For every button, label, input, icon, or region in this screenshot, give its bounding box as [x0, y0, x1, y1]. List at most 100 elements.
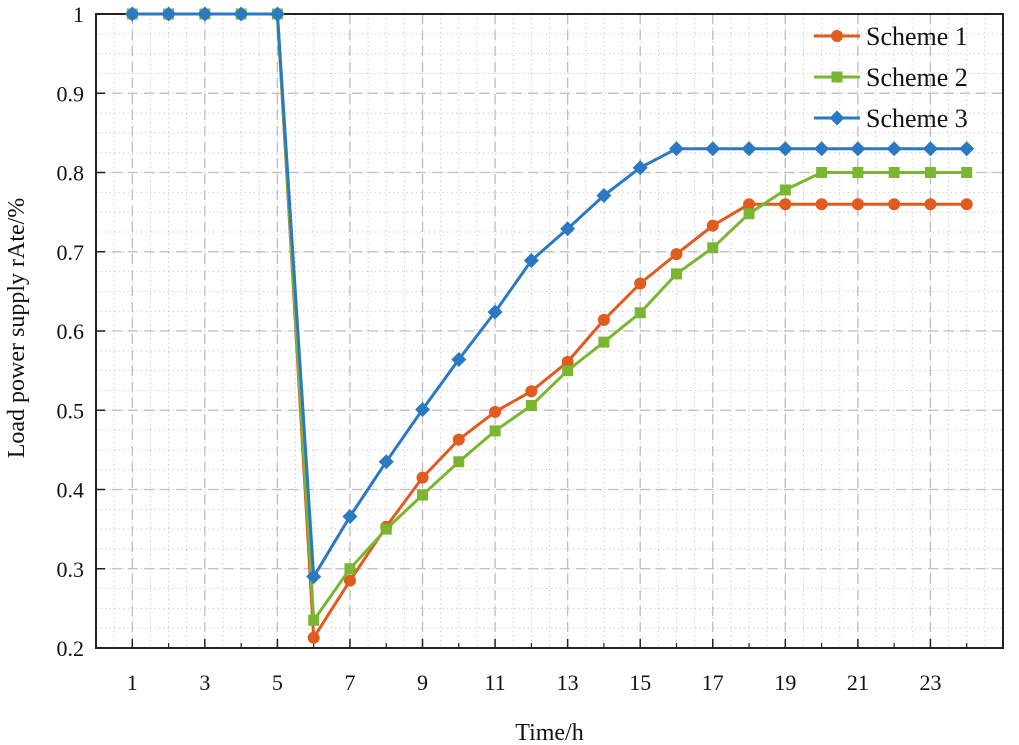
- data-point: [525, 399, 537, 411]
- y-tick-label: 0.2: [57, 636, 85, 661]
- data-point: [668, 141, 684, 157]
- data-point: [161, 6, 177, 22]
- data-point: [815, 198, 828, 211]
- x-tick-label: 15: [629, 670, 651, 695]
- data-point: [779, 198, 792, 211]
- data-point: [741, 141, 757, 157]
- data-point: [525, 385, 538, 398]
- data-point: [707, 242, 719, 254]
- legend: Scheme 1 Scheme 2 Scheme 3: [814, 22, 968, 133]
- data-point: [634, 277, 647, 290]
- y-tick-label: 0.4: [57, 478, 85, 503]
- data-point: [743, 198, 756, 211]
- x-tick-label: 21: [847, 670, 869, 695]
- data-point: [922, 141, 938, 157]
- data-point: [269, 6, 285, 22]
- data-point: [960, 198, 973, 211]
- legend-item: Scheme 1: [814, 22, 968, 51]
- data-point: [851, 198, 864, 211]
- data-point: [888, 198, 901, 211]
- data-point: [523, 252, 539, 268]
- data-point: [670, 248, 683, 261]
- data-point: [451, 352, 467, 368]
- data-point: [888, 167, 900, 178]
- y-tick-label: 0.6: [57, 319, 85, 344]
- x-tick-label: 13: [557, 670, 579, 695]
- data-point: [562, 365, 574, 377]
- data-point: [816, 167, 828, 178]
- data-point: [344, 563, 356, 575]
- series-2: [126, 8, 973, 626]
- data-point: [415, 401, 431, 417]
- data-point: [308, 614, 320, 626]
- y-tick-label: 0.7: [57, 240, 85, 265]
- data-point: [342, 508, 358, 524]
- data-point: [452, 433, 465, 446]
- data-point: [632, 160, 648, 176]
- data-point: [343, 574, 356, 587]
- legend-item: Scheme 2: [814, 63, 968, 92]
- data-point: [961, 167, 973, 178]
- data-point: [306, 569, 322, 585]
- legend-label: Scheme 3: [866, 104, 968, 133]
- data-point: [598, 336, 610, 348]
- axis-ticks: 1 3 5 7 9 11 13 15 17 19 21 230.20.30.40.50.60.70.8…: [57, 2, 968, 695]
- x-tick-label: 1: [127, 670, 138, 695]
- data-point: [561, 355, 574, 368]
- data-point: [924, 198, 937, 211]
- x-tick-label: 9: [417, 670, 428, 695]
- y-axis-title: Load power supply rAte/%: [4, 198, 30, 459]
- legend-label: Scheme 1: [866, 22, 968, 51]
- x-tick-label: 19: [774, 670, 796, 695]
- data-point: [380, 523, 392, 535]
- data-point: [634, 307, 646, 319]
- data-point: [307, 631, 320, 644]
- data-point: [886, 141, 902, 157]
- legend-marker: [831, 71, 843, 83]
- x-tick-label: 3: [199, 670, 210, 695]
- data-point: [959, 141, 975, 157]
- data-point: [416, 471, 429, 484]
- data-point: [197, 6, 213, 22]
- legend-item: Scheme 3: [814, 104, 968, 133]
- x-tick-label: 23: [919, 670, 941, 695]
- data-point: [924, 167, 936, 178]
- y-tick-label: 0.3: [57, 557, 85, 582]
- x-tick-label: 5: [272, 670, 283, 695]
- y-tick-label: 0.9: [57, 81, 85, 106]
- data-point: [814, 141, 830, 157]
- data-point: [670, 268, 682, 280]
- y-tick-label: 0.8: [57, 161, 85, 186]
- data-point: [489, 405, 502, 418]
- y-tick-label: 1: [73, 2, 84, 27]
- series-3: [124, 6, 975, 585]
- data-point: [743, 208, 755, 220]
- data-point: [597, 313, 610, 326]
- data-point: [487, 304, 503, 320]
- legend-label: Scheme 2: [866, 63, 968, 92]
- data-point: [453, 456, 465, 468]
- legend-marker: [831, 30, 843, 42]
- data-point: [706, 219, 719, 232]
- data-point: [777, 141, 793, 157]
- y-tick-label: 0.5: [57, 398, 85, 423]
- legend-marker: [829, 110, 845, 126]
- x-axis-title: Time/h: [515, 720, 583, 745]
- data-point: [489, 425, 501, 437]
- x-tick-label: 7: [344, 670, 355, 695]
- data-point: [850, 141, 866, 157]
- data-point: [417, 489, 429, 501]
- data-point: [233, 6, 249, 22]
- data-point: [705, 141, 721, 157]
- data-point: [779, 184, 791, 196]
- data-point: [378, 454, 394, 470]
- data-point: [124, 6, 140, 22]
- data-point: [560, 221, 576, 237]
- x-tick-label: 17: [702, 670, 724, 695]
- data-point: [852, 167, 864, 178]
- data-point: [596, 187, 612, 203]
- x-tick-label: 11: [484, 670, 505, 695]
- series-group: [124, 6, 975, 644]
